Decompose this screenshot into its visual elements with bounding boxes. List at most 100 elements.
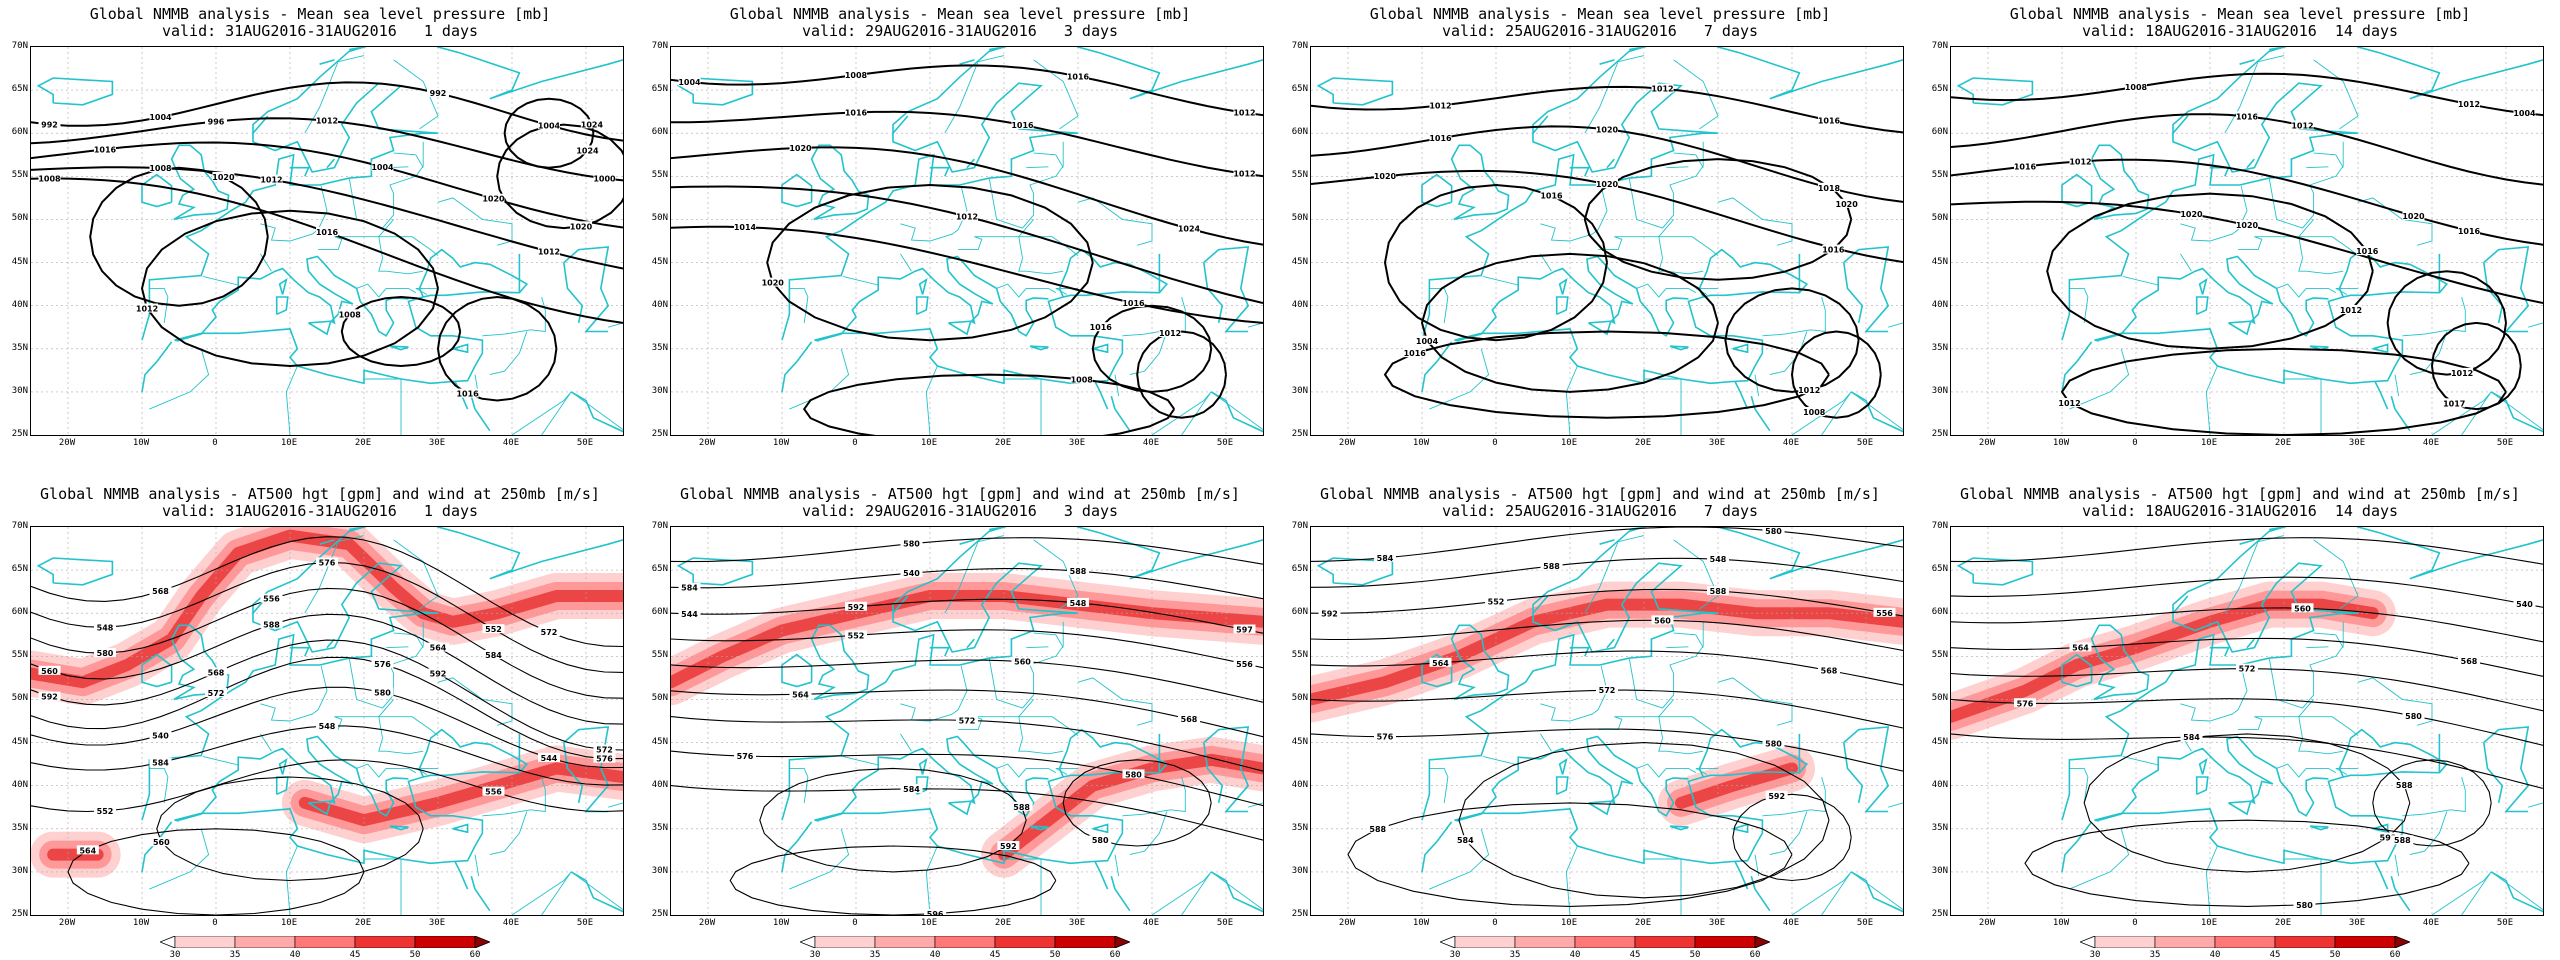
lon-tick-label: 20E — [2274, 918, 2292, 928]
contour-label: 1008 — [149, 164, 172, 173]
country-border — [2402, 776, 2466, 817]
contour-line — [31, 613, 623, 725]
coastline — [1750, 875, 1756, 890]
contour-label: 540 — [152, 731, 169, 740]
lat-tick-label: 60N — [1931, 607, 1948, 618]
colorbar-segment — [1694, 936, 1756, 948]
contour-label: 1024 — [581, 120, 604, 129]
panel-valid-period: valid: 29AUG2016-31AUG2016 3 days — [801, 502, 1119, 520]
contour-label-bg — [593, 744, 616, 754]
contour-label: 1008 — [1803, 408, 1826, 417]
coastline — [814, 248, 1169, 385]
contour-label-bg — [2180, 209, 2203, 219]
lat-tick-label: 50N — [651, 213, 668, 224]
coastline — [170, 144, 230, 221]
lon-tick-label: 50E — [1216, 918, 1234, 928]
lat-tick-label: 35N — [651, 342, 668, 353]
country-border — [1762, 296, 1826, 337]
contour-line — [671, 64, 1263, 117]
country-border — [2313, 59, 2359, 130]
country-border — [482, 296, 546, 337]
colorbar-arrow-left — [800, 936, 816, 948]
country-border — [1540, 185, 1608, 242]
contour-label: 1004 — [538, 121, 561, 130]
contour-label-bg — [1122, 769, 1145, 779]
contour-label-bg — [1835, 198, 1858, 208]
contour-label-bg — [1707, 586, 1729, 596]
contour-line — [31, 177, 623, 324]
lat-tick-label: 40N — [1931, 299, 1948, 310]
colorbar-label: 35 — [229, 950, 241, 960]
coastline — [781, 341, 813, 393]
contour-label-bg — [1822, 244, 1845, 254]
lat-tick-label: 50N — [651, 693, 668, 704]
lon-tick-label: 50E — [1856, 438, 1874, 448]
country-border — [925, 845, 938, 915]
contour-label-bg — [845, 70, 867, 80]
contour-line — [1951, 537, 2543, 565]
coastline — [1754, 888, 1771, 912]
contour-label-bg — [456, 388, 479, 398]
lon-tick-label: 20E — [1634, 438, 1652, 448]
lon-tick-label: 0 — [2132, 438, 2138, 448]
coastline — [959, 539, 975, 545]
country-border — [900, 665, 968, 722]
country-border — [2180, 185, 2248, 242]
lon-tick-label: 20W — [1338, 438, 1356, 448]
lat-tick-label: 35N — [1931, 822, 1948, 833]
contour-label-bg — [2180, 732, 2203, 742]
contour-label-bg — [1540, 561, 1563, 571]
contour-label: 1016 — [1090, 323, 1113, 332]
coastline — [2094, 248, 2449, 385]
lon-tick-label: 10E — [1560, 918, 1578, 928]
coastline — [1570, 646, 1590, 657]
contour-label: 580 — [374, 688, 391, 697]
country-border — [1666, 166, 1689, 169]
contour-label-bg — [2014, 698, 2036, 708]
country-border — [2180, 253, 2192, 272]
contour-label: 1012 — [2058, 399, 2080, 408]
contour-label: 996 — [208, 117, 225, 126]
lon-tick-label: 10W — [132, 438, 150, 448]
coastline — [1454, 728, 1809, 865]
lat-tick-label: 65N — [1291, 564, 1308, 575]
coastline — [1606, 638, 1616, 649]
contour-label-bg — [482, 193, 505, 203]
contour-label-bg — [38, 119, 61, 129]
contour-label-bg — [38, 173, 61, 183]
contour-label: 596 — [927, 910, 944, 915]
contour-label: 1020 — [2180, 210, 2203, 219]
panel-valid-period: valid: 25AUG2016-31AUG2016 7 days — [1441, 22, 1759, 40]
country-border — [1628, 621, 1704, 709]
colorbar-arrow-right — [1114, 936, 1130, 948]
contour-line — [2060, 347, 2507, 435]
panel-valid-period: valid: 25AUG2016-31AUG2016 7 days — [1441, 502, 1759, 520]
lon-tick-label: 10W — [132, 918, 150, 928]
contour-line — [1311, 619, 1903, 651]
lat-tick-label: 25N — [11, 429, 28, 439]
lon-tick-label: 0 — [212, 918, 218, 928]
panel-title: Global NMMB analysis - Mean sea level pr… — [1369, 5, 1831, 23]
lat-tick-label: 60N — [1931, 127, 1948, 138]
coastline — [1203, 246, 1250, 333]
lat-tick-label: 60N — [651, 607, 668, 618]
colorbar-label: 30 — [1449, 950, 1461, 960]
colorbar-segment — [874, 936, 936, 948]
contour-label: 1000 — [593, 174, 616, 183]
country-border — [260, 253, 272, 272]
contour-label: 1016 — [1067, 72, 1090, 81]
panel-valid-period: valid: 18AUG2016-31AUG2016 14 days — [2081, 502, 2399, 520]
country-border — [1114, 374, 1120, 397]
contour-label: 597 — [1236, 626, 1253, 635]
coastline — [2061, 527, 2543, 821]
contour-label-bg — [2393, 780, 2416, 790]
country-border — [378, 236, 439, 257]
lat-tick-label: 40N — [11, 299, 28, 310]
contour-label-bg — [482, 786, 505, 796]
contour-label: 564 — [2072, 643, 2089, 652]
contour-label-bg — [205, 116, 227, 126]
panel-title: Global NMMB analysis - Mean sea level pr… — [2009, 5, 2471, 23]
country-border — [1482, 755, 1519, 766]
lat-tick-label: 60N — [11, 127, 28, 138]
contour-label: 1008 — [2125, 83, 2148, 92]
